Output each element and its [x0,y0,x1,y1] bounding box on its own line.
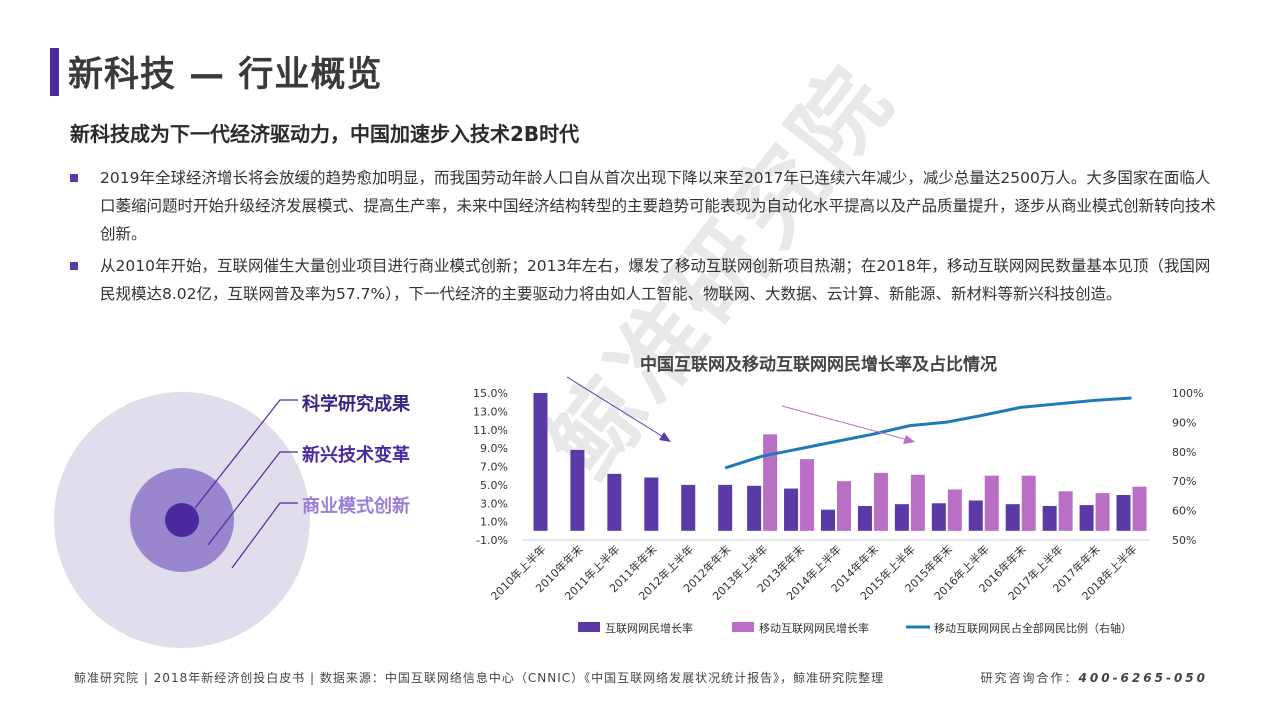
legend-swatch-mobile [732,622,754,632]
legend-label-mobile: 移动互联网网民增长率 [759,621,869,635]
y-left-tick-label: -1.0% [476,534,508,547]
y-left-tick-label: 9.0% [480,442,508,455]
title-accent-bar [50,48,59,96]
bar-internet-growth [931,503,946,531]
footer-contact: 研究咨询合作：400-6265-050 [981,669,1208,686]
bar-internet-growth [747,485,762,531]
leader-line-3 [231,502,298,569]
y-left-tick-label: 3.0% [480,497,508,510]
bar-internet-growth [1042,506,1057,531]
bar-internet-growth [607,473,622,531]
paragraph-1: 2019年全球经济增长将会放缓的趋势愈加明显，而我国劳动年龄人口自从首次出现下降… [70,164,1218,248]
bar-internet-growth [644,477,659,531]
bar-mobile-growth [910,474,925,531]
y-left-tick-label: 5.0% [480,479,508,492]
bar-mobile-growth [800,459,815,531]
bar-mobile-growth [1095,493,1110,531]
paragraph-2: 从2010年开始，互联网催生大量创业项目进行商业模式创新；2013年左右，爆发了… [70,252,1218,308]
bar-internet-growth [1079,505,1094,531]
y-left-tick-label: 1.0% [480,516,508,529]
y-left-tick-label: 15.0% [473,387,508,400]
arrowhead-icon [903,435,915,444]
ring-label-science: 科学研究成果 [302,394,410,415]
paragraph-text: 2019年全球经济增长将会放缓的趋势愈加明显，而我国劳动年龄人口自从首次出现下降… [100,169,1217,243]
bar-internet-growth [968,500,983,531]
y-right-tick-label: 80% [1172,446,1196,459]
bar-internet-growth [681,484,696,531]
trend-arrow-mobile [781,405,909,441]
inner-circle [165,503,199,537]
square-bullet-icon [70,262,78,270]
bar-mobile-growth [1058,491,1073,531]
paragraph-text: 从2010年开始，互联网催生大量创业项目进行商业模式创新；2013年左右，爆发了… [100,257,1211,303]
legend-swatch-internet [578,622,600,632]
bar-mobile-growth [763,434,778,531]
ring-label-business-model: 商业模式创新 [302,496,410,517]
leader-line-2 [207,451,298,546]
footer-source: 鲸准研究院 | 2018年新经济创投白皮书 | 数据来源：中国互联网络信息中心（… [74,671,885,685]
bar-internet-growth [570,449,585,531]
y-right-tick-label: 90% [1172,416,1196,429]
chart-title: 中国互联网及移动互联网网民增长率及占比情况 [640,355,997,375]
page-subtitle: 新科技成为下一代经济驱动力，中国加速步入技术2B时代 [70,122,580,146]
bar-mobile-growth [873,472,888,531]
ring-label-technology: 新兴技术变革 [302,445,410,466]
legend-label-internet: 互联网网民增长率 [605,621,693,635]
bar-mobile-growth [1021,475,1036,531]
y-left-tick-label: 11.0% [473,424,508,437]
y-left-tick-label: 7.0% [480,461,508,474]
line-mobile-share [724,396,1132,470]
bar-internet-growth [821,509,835,531]
leader-line-1 [194,399,298,509]
bar-internet-growth [533,393,548,531]
y-left-tick-label: 13.0% [473,405,508,418]
bar-internet-growth [857,506,872,531]
page-title: 新科技 — 行业概览 [68,55,383,95]
arrowhead-icon [659,432,671,442]
bar-internet-growth [894,504,909,531]
bar-internet-growth [1005,504,1020,531]
bar-mobile-growth [984,475,999,531]
y-right-tick-label: 100% [1172,387,1203,400]
bar-mobile-growth [837,481,851,531]
trend-arrow-internet [566,376,666,439]
y-right-tick-label: 50% [1172,534,1196,547]
footer-phone: 400-6265-050 [1078,671,1208,685]
bar-internet-growth [718,484,733,531]
legend-label-share: 移动互联网网民占全部网民比例（右轴） [934,621,1132,635]
concentric-rings-diagram [54,392,310,648]
square-bullet-icon [70,174,78,182]
bar-mobile-growth [947,489,962,531]
bar-internet-growth [784,488,799,531]
y-right-tick-label: 60% [1172,505,1196,518]
growth-rate-chart: 15.0% 13.0% 11.0% 9.0% 7.0% 5.0% 3.0% 1.0% -1.0%… [473,376,1203,635]
bar-internet-growth [1116,494,1131,531]
footer-contact-label: 研究咨询合作： [980,671,1079,685]
bar-mobile-growth [1132,486,1147,531]
y-right-tick-label: 70% [1172,475,1196,488]
x-category-label: 2010年上半年 [488,542,549,603]
